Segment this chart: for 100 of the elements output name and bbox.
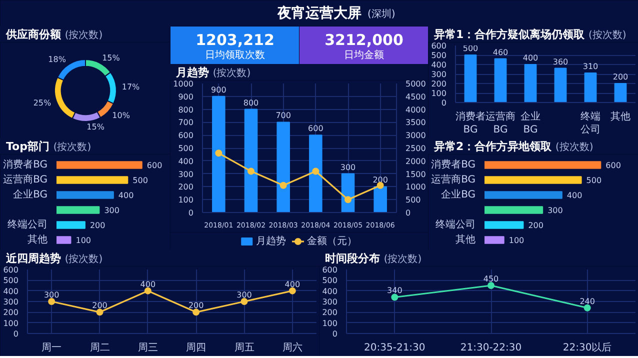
point (391, 294, 398, 301)
chart-title: 时间段分布 (325, 252, 380, 265)
data-label: 310 (582, 62, 598, 72)
y-tick-label: 900 (178, 92, 194, 102)
y-tick-label: 500 (3, 276, 19, 286)
bar (374, 186, 387, 212)
chart-title: 供应商份额 (6, 28, 61, 41)
y-tick-label: 0 (441, 98, 447, 108)
chart-subtitle: (按次数) (212, 68, 251, 79)
chart-title: Top部门 (6, 140, 50, 153)
data-label: 240 (580, 296, 595, 306)
y-tick-label: 0 (13, 330, 19, 338)
text: 日均领取次数 (205, 48, 265, 61)
data-label: 400 (522, 54, 538, 62)
y-tick-label: 100 (178, 196, 194, 205)
bar (584, 72, 597, 102)
bar (56, 191, 114, 199)
point (144, 287, 152, 294)
y-tick-label: 企业BG (13, 188, 48, 200)
point (96, 308, 104, 316)
legend-label: 金额（元） (307, 235, 358, 247)
data-label: 300 (548, 206, 563, 215)
chart-title: 异常2：合作方异地领取 (434, 140, 552, 153)
y2-tick-label: 500 (406, 196, 421, 205)
data-label: 17% (122, 82, 140, 92)
y2-tick-label: 1500 (406, 170, 426, 179)
legend-label: 月趋势 (256, 235, 286, 247)
data-label: 360 (552, 57, 568, 66)
text: (深圳) (368, 8, 396, 20)
data-label: 400 (566, 191, 582, 200)
data-label: 15% (102, 53, 120, 62)
bar (484, 191, 562, 199)
data-label: 200 (92, 301, 108, 310)
data-label: 200 (188, 301, 204, 310)
data-label: 300 (236, 290, 252, 300)
data-label: 10% (112, 111, 130, 120)
text: 1203,212 (196, 30, 274, 49)
bar (484, 161, 602, 169)
y-tick-label: 消费者BG (431, 158, 476, 170)
chart-title: 近四周趋势 (6, 252, 61, 265)
data-label: 400 (118, 191, 134, 200)
y2-tick-label: 1000 (406, 182, 426, 192)
bar (309, 134, 322, 212)
chart-subtitle: (按次数) (588, 30, 626, 41)
data-label: 600 (606, 161, 621, 170)
data-label: 200 (528, 221, 544, 230)
y-tick-label: 600 (178, 131, 194, 140)
y-tick-label: 400 (178, 156, 194, 166)
data-label: 300 (340, 162, 356, 172)
y-tick-label: 100 (322, 318, 338, 328)
data-label: 15% (86, 122, 105, 132)
y-tick-label: 其他 (456, 234, 476, 246)
y-tick-label: 200 (178, 182, 194, 192)
data-label: 200 (612, 72, 628, 82)
point (288, 287, 296, 294)
point (215, 150, 222, 157)
point (344, 196, 352, 204)
chart-title: 月趋势 (176, 66, 209, 79)
data-label: 400 (140, 280, 156, 289)
y-tick-label: 200 (3, 308, 19, 318)
y-tick-label: 100 (431, 89, 447, 98)
bar (212, 96, 226, 212)
y2-tick-label: 4500 (406, 92, 426, 102)
y2-tick-label: 3500 (406, 118, 426, 128)
x-tick-label: 周六 (282, 342, 302, 354)
text: 夜宵运营大屏 (276, 4, 362, 22)
y-tick-label: 消费者BG (3, 158, 48, 170)
y-tick-label: 1000 (173, 80, 194, 88)
data-label: 900 (211, 85, 226, 94)
bar (276, 122, 290, 212)
bar (56, 161, 142, 169)
point (240, 298, 248, 305)
data-label: 340 (387, 286, 402, 296)
y2-tick-label: 3000 (406, 131, 426, 140)
y-tick-label: 0 (188, 208, 194, 218)
y-tick-label: 500 (322, 276, 338, 286)
chart-subtitle: (按次数) (64, 254, 103, 265)
bar (494, 58, 507, 102)
y-tick-label: 500 (431, 51, 447, 60)
data-label: 460 (492, 48, 508, 57)
y-tick-label: 200 (322, 308, 338, 318)
y-tick-label: 400 (322, 286, 338, 296)
bar (56, 236, 72, 244)
y-tick-label: 300 (322, 298, 338, 306)
bar (56, 206, 100, 214)
data-label: 400 (284, 280, 300, 289)
x-tick-label: 企业BG (520, 110, 540, 136)
data-label: 700 (276, 111, 291, 120)
x-tick-label: 周四 (186, 342, 206, 354)
y-tick-label: 其他 (28, 234, 48, 246)
data-label: 450 (483, 274, 499, 284)
point (192, 308, 200, 316)
bar (56, 221, 86, 229)
y2-tick-label: 0 (406, 208, 411, 218)
data-label: 100 (508, 236, 524, 245)
chart-subtitle: (按次数) (64, 30, 103, 41)
x-tick-label: 周五 (234, 342, 254, 354)
y-tick-label: 700 (178, 118, 194, 128)
bar (554, 68, 567, 102)
y-tick-label: 600 (431, 42, 447, 50)
